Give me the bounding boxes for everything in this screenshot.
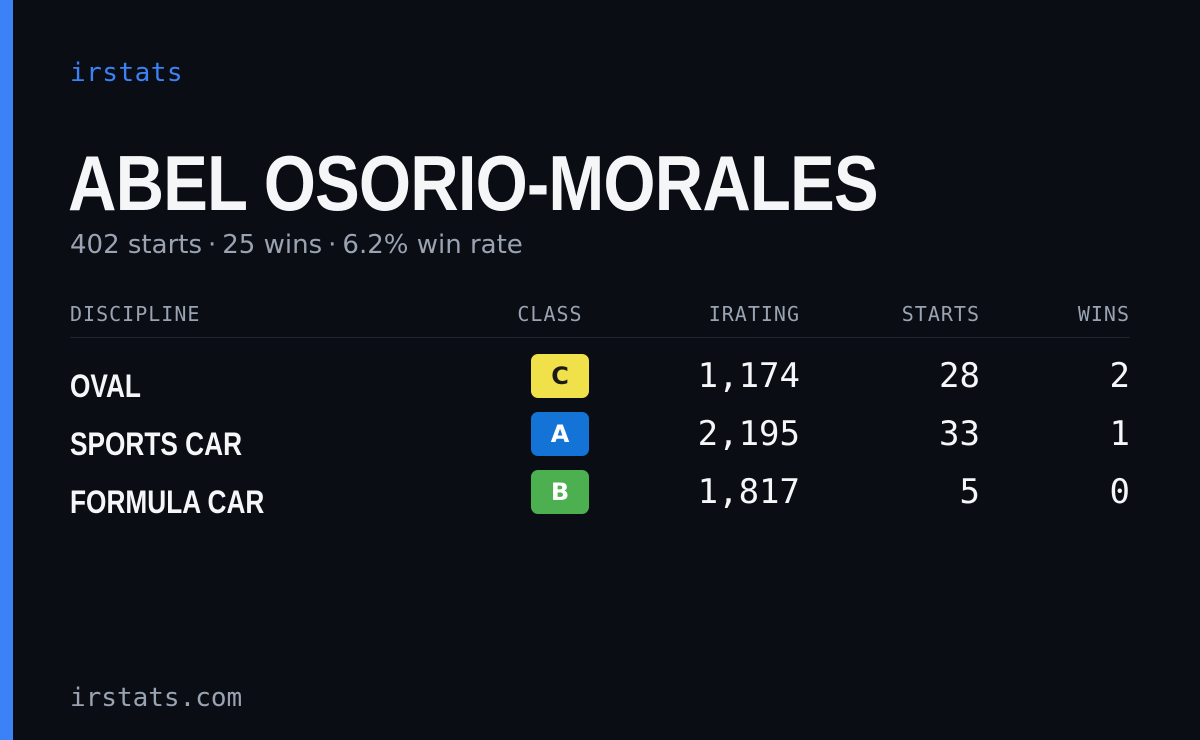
table-row: SPORTS CAR A 2,195 33 1	[70, 412, 1130, 470]
table-header: DISCIPLINE CLASS IRATING STARTS WINS	[70, 296, 1130, 338]
table-body: OVAL C 1,174 28 2 SPORTS CAR A 2,195 33 …	[70, 354, 1130, 528]
column-header-starts: STARTS	[901, 302, 980, 326]
starts-cell: 5	[959, 472, 980, 512]
footer-domain: irstats.com	[70, 683, 243, 713]
starts-cell: 28	[939, 356, 980, 396]
accent-bar	[0, 0, 13, 740]
starts-cell: 33	[939, 414, 980, 454]
table-row: FORMULA CAR B 1,817 5 0	[70, 470, 1130, 528]
discipline-cell: FORMULA CAR	[70, 484, 265, 520]
column-header-wins: WINS	[1077, 302, 1130, 326]
irating-cell: 1,817	[697, 472, 800, 512]
total-wins: 25 wins	[222, 230, 323, 260]
total-starts: 402 starts	[70, 230, 202, 260]
wins-cell: 0	[1109, 472, 1130, 512]
class-badge: A	[531, 412, 589, 456]
class-badge: B	[531, 470, 589, 514]
table-row: OVAL C 1,174 28 2	[70, 354, 1130, 412]
irating-cell: 2,195	[697, 414, 800, 454]
separator: ·	[208, 230, 217, 260]
column-header-irating: IRATING	[708, 302, 800, 326]
class-badge: C	[531, 354, 589, 398]
separator: ·	[328, 230, 337, 260]
irating-cell: 1,174	[697, 356, 800, 396]
win-rate: 6.2% win rate	[342, 230, 523, 260]
discipline-cell: SPORTS CAR	[70, 426, 243, 462]
wins-cell: 2	[1109, 356, 1130, 396]
driver-summary: 402 starts · 25 wins · 6.2% win rate	[70, 227, 523, 263]
wins-cell: 1	[1109, 414, 1130, 454]
discipline-cell: OVAL	[70, 368, 141, 404]
column-header-discipline: DISCIPLINE	[70, 302, 201, 326]
brand-logo-text: irstats	[70, 58, 184, 88]
column-header-class: CLASS	[517, 302, 583, 326]
stats-table: DISCIPLINE CLASS IRATING STARTS WINS OVA…	[70, 296, 1130, 528]
driver-name: ABEL OSORIO-MORALES	[68, 139, 879, 227]
